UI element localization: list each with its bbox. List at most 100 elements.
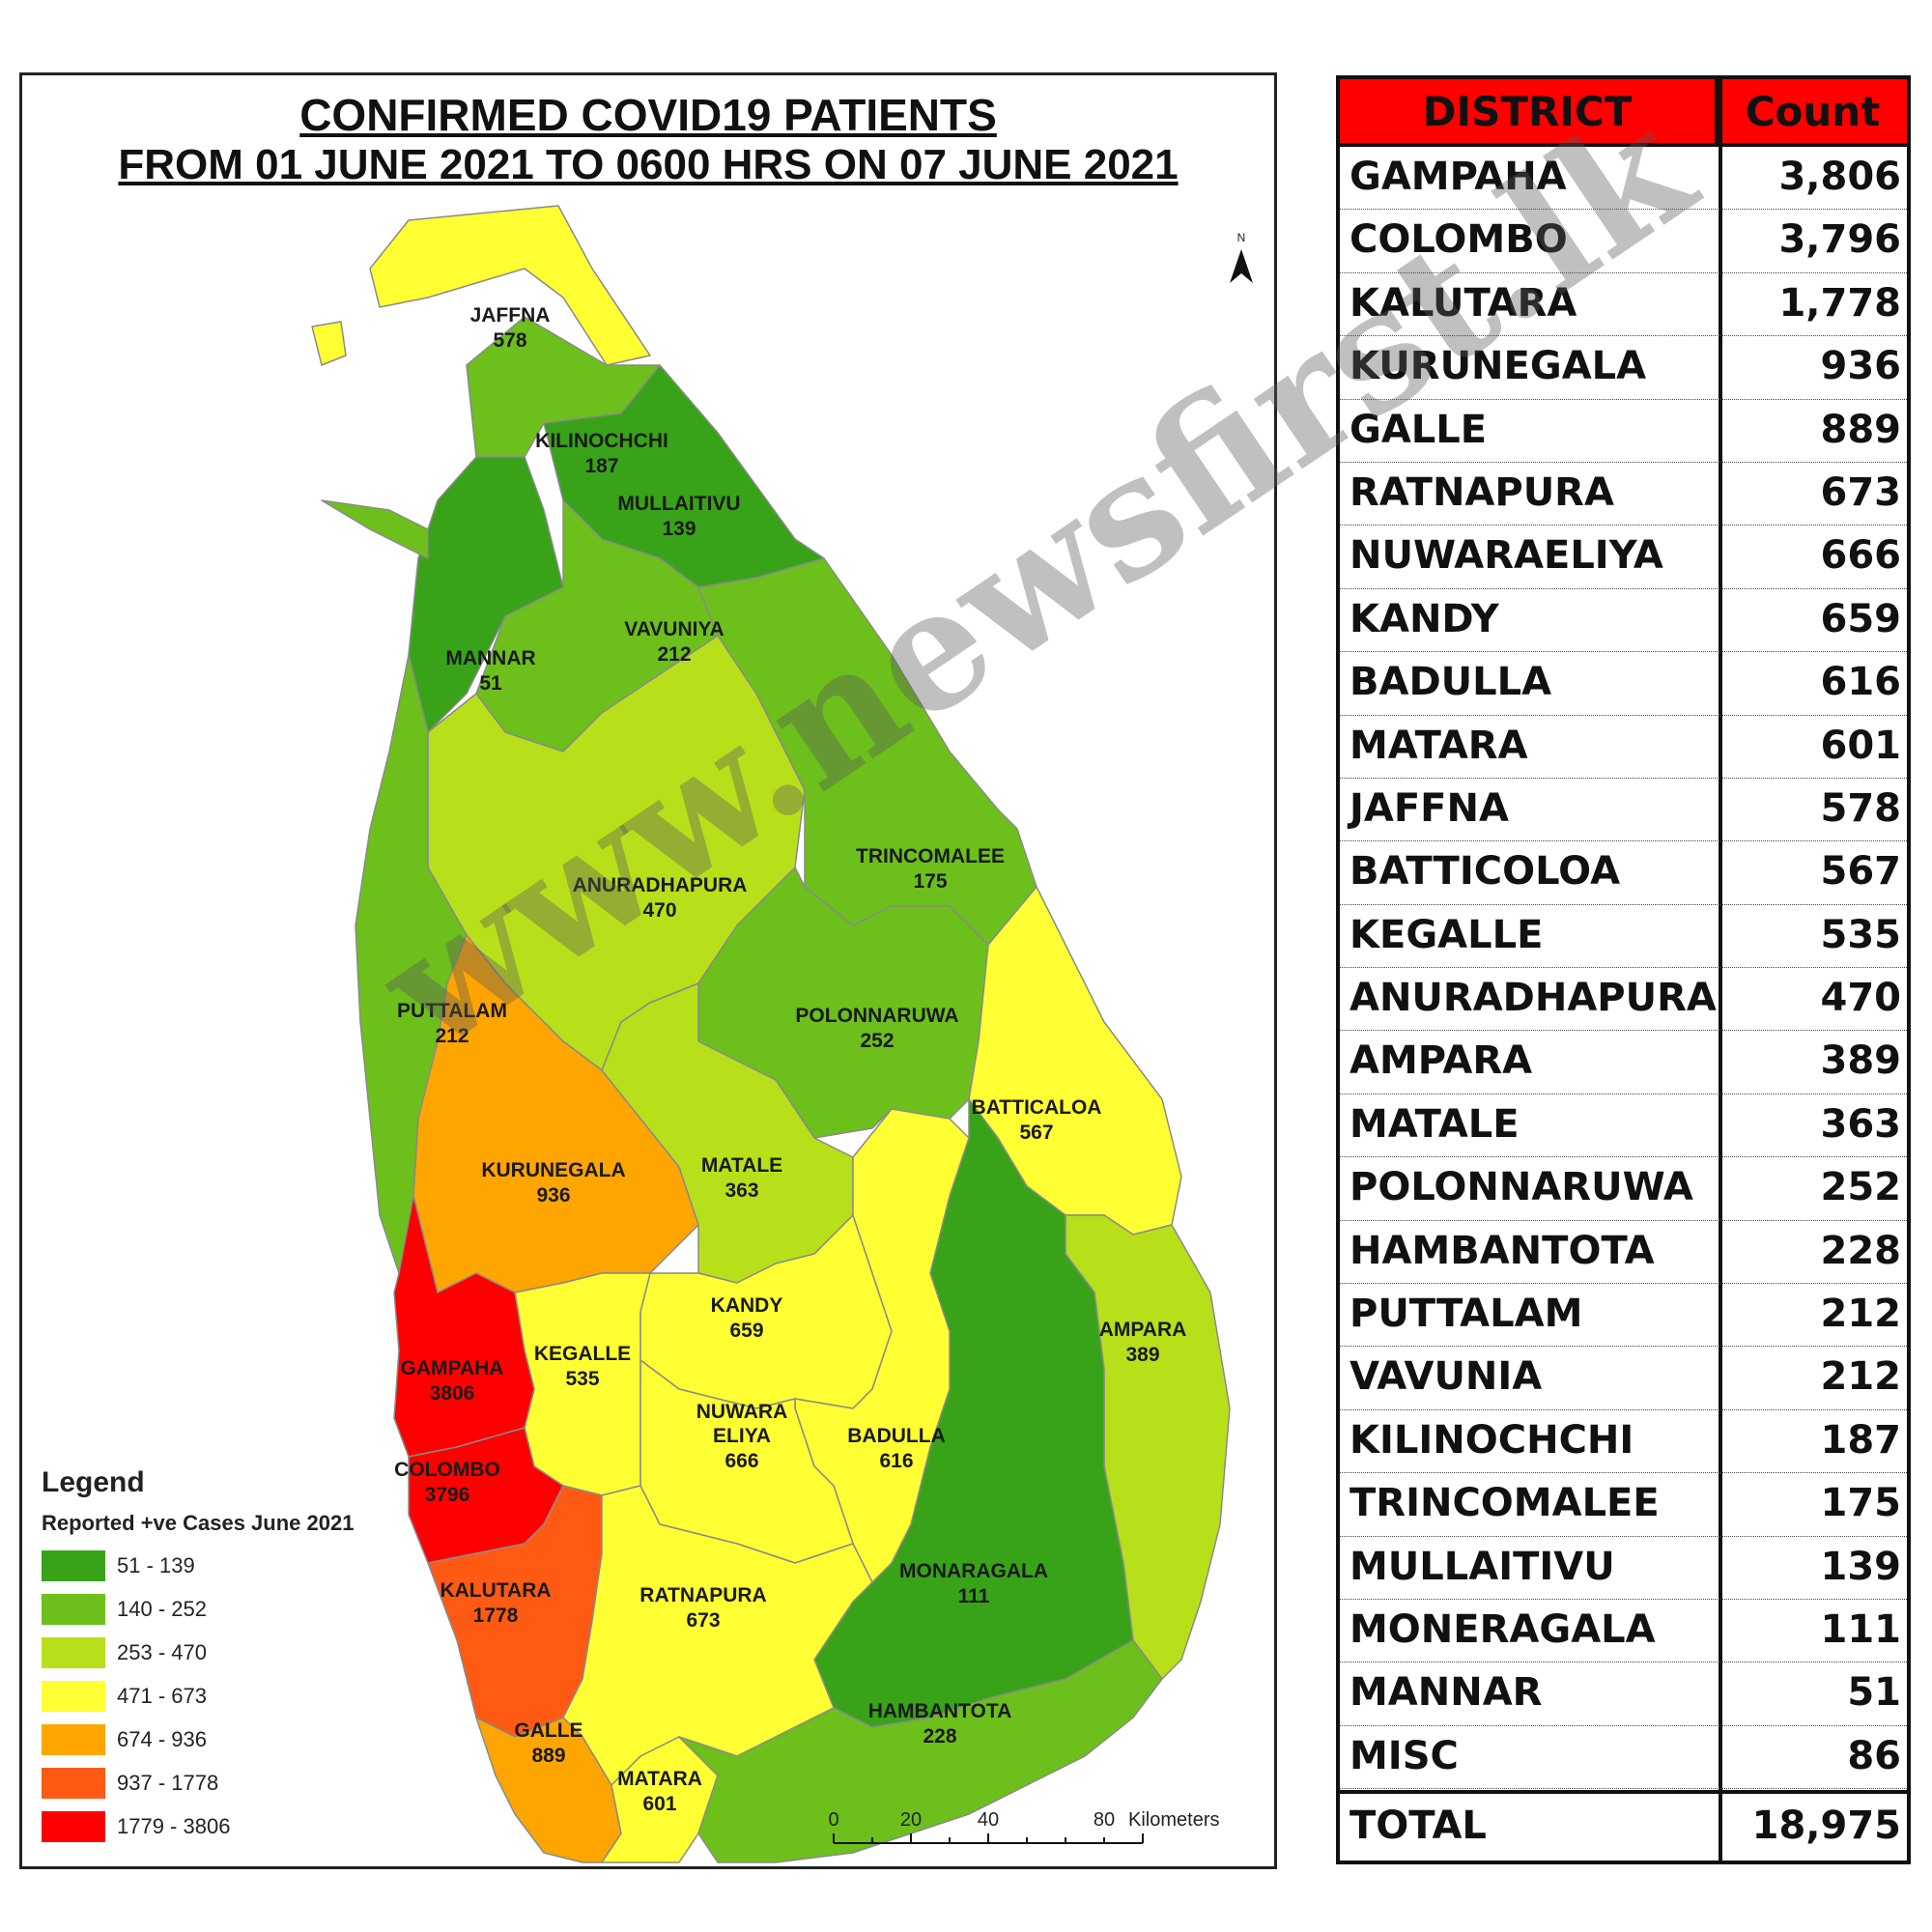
district-label: KILINOCHCHI (535, 430, 668, 452)
district-label: MULLAITIVU (617, 493, 740, 515)
table-row: COLOMBO 3,796 (1340, 210, 1907, 273)
district-cell: KALUTARA (1350, 280, 1577, 326)
legend-swatch (42, 1810, 105, 1842)
district-cell: KURUNEGALA (1350, 344, 1647, 389)
map-panel: CONFIRMED COVID19 PATIENTS FROM 01 JUNE … (19, 72, 1277, 1869)
district-value: 212 (435, 1025, 469, 1047)
scale-unit-label: Kilometers (1128, 1809, 1219, 1831)
legend-class: 674 - 936 (42, 1718, 354, 1761)
count-cell: 936 (1820, 344, 1902, 389)
district-value: 567 (1019, 1122, 1053, 1144)
district-cell: ANURADHAPURA (1350, 976, 1717, 1021)
district-label: KURUNEGALA (481, 1159, 625, 1181)
scale-bar (833, 1833, 1144, 1844)
district-hambantota (678, 1639, 1163, 1863)
table-row: HAMBANTOTA 228 (1340, 1221, 1907, 1285)
legend-range-label: 471 - 673 (117, 1683, 207, 1708)
district-label: BADULLA (847, 1425, 945, 1447)
district-cell: MULLAITIVU (1350, 1544, 1615, 1589)
district-cell: GAMPAHA (1350, 155, 1567, 199)
legend-range-label: 937 - 1778 (117, 1770, 219, 1795)
map-title-line-2: FROM 01 JUNE 2021 TO 0600 HRS ON 07 JUNE… (118, 141, 1179, 188)
legend-subtitle: Reported +ve Cases June 2021 (42, 1511, 355, 1535)
table-row: MONERAGALA 111 (1340, 1600, 1907, 1663)
scale-tick-label: 80 (1094, 1809, 1115, 1831)
district-cell: JAFFNA (1350, 785, 1509, 831)
district-value: 616 (879, 1450, 913, 1472)
count-cell: 139 (1820, 1544, 1902, 1589)
district-cell: MONERAGALA (1350, 1606, 1656, 1652)
table-row: POLONNARUWA 252 (1340, 1157, 1907, 1221)
count-cell: 578 (1820, 785, 1902, 831)
district-value: 889 (531, 1745, 565, 1767)
district-label: ELIYA (713, 1425, 771, 1447)
scale-tick-labels: 0 20 40 80 (828, 1809, 1115, 1831)
header-district: DISTRICT (1340, 79, 1719, 147)
scale-tick-label: 0 (828, 1809, 838, 1831)
legend-range-label: 1779 - 3806 (117, 1813, 231, 1838)
table-row: KEGALLE 535 (1340, 905, 1907, 969)
district-label: KALUTARA (440, 1579, 551, 1602)
count-cell: 51 (1847, 1670, 1901, 1716)
district-label: GAMPAHA (401, 1357, 504, 1379)
district-cell: KILINOCHCHI (1350, 1417, 1634, 1463)
district-value: 252 (860, 1030, 894, 1052)
district-cell: HAMBANTOTA (1350, 1228, 1655, 1273)
count-cell: 212 (1820, 1292, 1902, 1337)
legend-swatch (42, 1549, 105, 1581)
count-cell: 470 (1820, 976, 1902, 1021)
table-row: MULLAITIVU 139 (1340, 1537, 1907, 1600)
legend-class: 51 - 139 (42, 1544, 354, 1587)
district-value: 659 (729, 1320, 763, 1342)
legend-class: 937 - 1778 (42, 1761, 354, 1804)
district-jaffna (369, 205, 651, 366)
district-value: 936 (536, 1184, 570, 1207)
table-row: MANNAR 51 (1340, 1662, 1907, 1726)
count-cell: 228 (1820, 1228, 1902, 1273)
district-value: 3796 (425, 1484, 470, 1506)
column-divider (1719, 79, 1722, 1861)
legend-class: 1779 - 3806 (42, 1804, 354, 1848)
count-cell: 567 (1820, 849, 1902, 895)
count-cell: 666 (1820, 533, 1902, 579)
count-cell: 616 (1820, 660, 1902, 705)
district-value: 228 (923, 1725, 956, 1747)
district-label: NUWARA (696, 1401, 788, 1423)
legend-range-label: 140 - 252 (117, 1596, 207, 1621)
district-cell: BADULLA (1350, 660, 1552, 705)
district-value: 470 (642, 899, 676, 922)
table-row: KURUNEGALA 936 (1340, 336, 1907, 400)
table-row: KILINOCHCHI 187 (1340, 1410, 1907, 1474)
district-label: MANNAR (445, 647, 535, 669)
table-row: ANURADHAPURA 470 (1340, 968, 1907, 1032)
total-row: TOTAL 18,975 (1340, 1790, 1907, 1861)
legend-class: 253 - 470 (42, 1631, 354, 1674)
scale-tick-label: 20 (900, 1809, 922, 1831)
district-label: PUTTALAM (397, 1000, 507, 1022)
district-label: POLONNARUWA (795, 1005, 958, 1027)
district-value: 212 (657, 643, 691, 666)
district-cell: KANDY (1350, 596, 1499, 641)
district-value: 666 (724, 1450, 758, 1472)
legend-title: Legend (42, 1466, 145, 1498)
count-cell: 889 (1820, 407, 1902, 452)
district-label: KEGALLE (534, 1343, 631, 1365)
count-cell: 111 (1820, 1606, 1902, 1652)
district-label: ANURADHAPURA (573, 874, 748, 896)
district-cell: NUWARAELIYA (1350, 533, 1663, 579)
district-value: 578 (493, 329, 526, 352)
count-cell: 535 (1820, 912, 1902, 957)
header-count: Count (1719, 79, 1907, 147)
legend-swatch (42, 1680, 105, 1712)
legend-class: 140 - 252 (42, 1587, 354, 1631)
count-cell: 389 (1820, 1038, 1902, 1084)
north-arrow-icon (1230, 249, 1253, 283)
total-value: 18,975 (1751, 1804, 1901, 1848)
district-label: HAMBANTOTA (868, 1700, 1012, 1722)
count-cell: 3,806 (1778, 155, 1901, 199)
district-value: 187 (584, 455, 618, 477)
district-value: 535 (565, 1368, 599, 1390)
count-cell: 1,778 (1778, 280, 1901, 326)
table-row: GALLE 889 (1340, 400, 1907, 463)
